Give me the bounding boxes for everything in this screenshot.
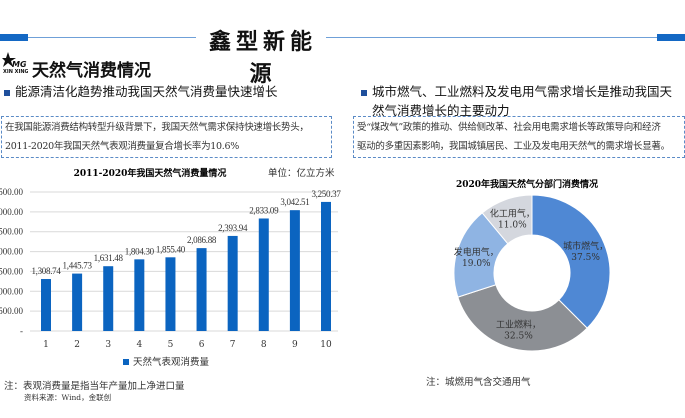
bar-data-label: 2,393.94 (218, 223, 248, 233)
left-summary-line: 2011-2020年我国天然气表观消费量复合增长率为10.6% (5, 141, 239, 152)
header-line-right (326, 37, 657, 38)
right-summary-line: 驱动的多重因素影响，我国城镇居民、工业及发电用天然气的需求增长显著。 (357, 141, 670, 152)
right-summary-box: 受“煤改气”政策的推动、供给侧改革、社会用电需求增长等政策导向和经济 驱动的多重… (353, 116, 685, 158)
x-tick-label: 7 (230, 340, 236, 350)
bar-data-label: 3,042.51 (280, 197, 309, 207)
donut-slice (481, 194, 533, 245)
bar-chart: 2011-2020年我国天然气消费量情况 单位：亿立方米 - 500.00 1,00… (0, 167, 342, 368)
x-tick-label: 8 (261, 340, 267, 350)
slice-percent: 32.5% (504, 331, 533, 341)
slice-percent: 11.0% (498, 220, 527, 230)
slice-label: 发电用气， (454, 246, 499, 258)
bar-chart-title: 2011-2020年我国天然气消费量情况 (74, 167, 227, 179)
y-tick-label: 3,000.00 (0, 207, 24, 217)
section-title: 天然气消费情况 (32, 61, 151, 81)
bar-data-label: 3,250.37 (311, 189, 341, 199)
legend-label: 天然气表观消费量 (133, 356, 210, 368)
bar (227, 235, 238, 331)
bar-data-label: 1,445.73 (63, 261, 93, 271)
right-heading-text: 城市燃气、工业燃料及发电用气需求增长是推动我国天 (372, 84, 673, 99)
bullet-square-icon (4, 89, 10, 96)
slice-label: 化工用气， (490, 207, 535, 219)
header-accent-right (657, 34, 685, 41)
bar (41, 279, 51, 331)
bar (321, 201, 331, 331)
x-tick-label: 10 (320, 340, 332, 350)
x-tick-label: 6 (199, 340, 205, 350)
legend-swatch (123, 359, 129, 365)
slice-percent: 37.5% (571, 253, 600, 263)
left-heading: 能源清洁化趋势推动我国天然气消费量快速增长 (4, 82, 278, 101)
y-tick-label: 2,500.00 (0, 227, 24, 237)
bullet-square-icon (361, 89, 367, 96)
bar-data-label: 1,308.74 (31, 266, 61, 276)
x-tick-label: 3 (105, 340, 111, 350)
y-tick-label: 1,000.00 (0, 286, 24, 296)
x-tick-label: 5 (168, 340, 174, 350)
brand-title: 鑫型新能源 (208, 30, 317, 87)
bar (165, 257, 176, 331)
left-heading-text: 能源清洁化趋势推动我国天然气消费量快速增长 (15, 84, 278, 99)
slice-label: 工业燃料， (496, 318, 541, 330)
y-tick-label: 500.00 (0, 306, 24, 316)
slice-label: 城市燃气， (563, 240, 608, 252)
bar (72, 273, 83, 331)
bar-data-label: 2,086.88 (187, 235, 217, 245)
x-tick-label: 2 (74, 340, 80, 350)
left-summary-box: 在我国能源消费结构转型升级背景下，我国天然气需求保持快速增长势头， 2011-2… (1, 116, 332, 158)
bar-data-label: 1,855.40 (156, 244, 186, 254)
logo-icon: XIN XING MG (2, 52, 28, 74)
bar (196, 248, 207, 331)
left-note: 注：表观消费量是指当年产量加上净进口量 (4, 381, 185, 392)
bar (103, 266, 114, 331)
y-tick-label: 3,500.00 (0, 187, 24, 197)
svg-text:XIN XING: XIN XING (3, 69, 28, 74)
y-tick-label: - (20, 326, 23, 336)
donut-slice (457, 284, 588, 352)
bar-data-label: 2,833.09 (249, 205, 279, 215)
x-tick-label: 9 (292, 340, 298, 350)
bar-data-label: 1,804.30 (125, 246, 155, 256)
data-source: 资料来源：Wind，金联创 (24, 393, 112, 402)
bar-chart-unit: 单位：亿立方米 (268, 167, 335, 179)
bar (258, 218, 269, 331)
y-tick-label: 1,500.00 (0, 266, 24, 276)
right-heading: 城市燃气、工业燃料及发电用气需求增长是推动我国天 然气消费增长的主要动力 (361, 82, 685, 120)
left-summary-line: 在我国能源消费结构转型升级背景下，我国天然气需求保持快速增长势头， (5, 122, 309, 133)
slice-percent: 19.0% (462, 259, 491, 269)
right-heading-text: 然气消费增长的主要动力 (372, 103, 510, 118)
header-line-left (28, 37, 196, 38)
bar (134, 259, 145, 331)
x-tick-label: 4 (136, 340, 142, 350)
right-note: 注：城燃用气含交通用气 (426, 377, 531, 388)
right-summary-line: 受“煤改气”政策的推动、供给侧改革、社会用电需求增长等政策导向和经济 (357, 122, 661, 133)
svg-text:MG: MG (12, 60, 27, 69)
donut-chart: 2020年我国天然气分部门消费情况 城市燃气，37.5% 工业燃料，32.5% 发电… (453, 178, 611, 352)
y-tick-label: 2,000.00 (0, 247, 24, 257)
donut-chart-title: 2020年我国天然气分部门消费情况 (456, 178, 598, 190)
bar (289, 210, 300, 331)
x-tick-label: 1 (43, 340, 49, 350)
header-accent-left (0, 34, 28, 41)
bar-data-label: 1,631.48 (94, 253, 124, 263)
donut-slice (531, 194, 611, 329)
